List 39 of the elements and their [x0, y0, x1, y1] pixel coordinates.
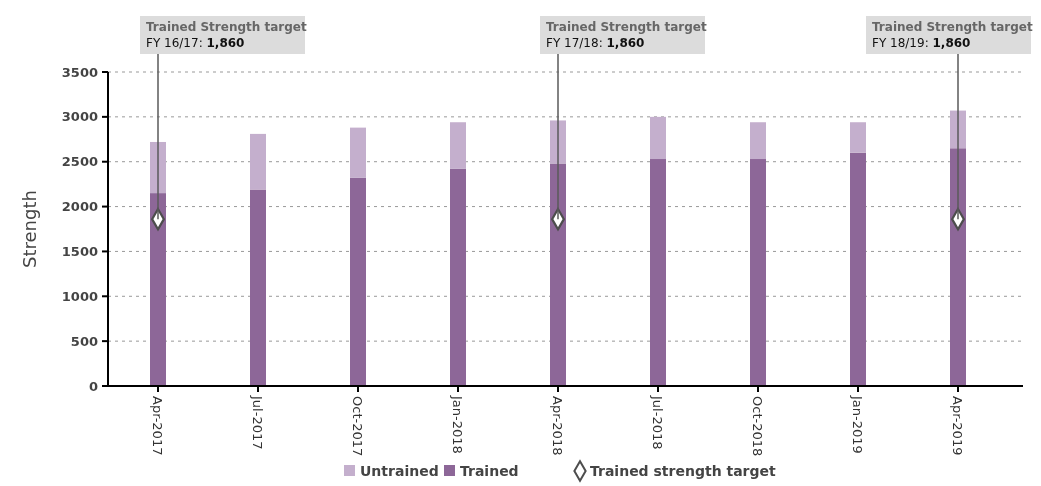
x-tick-label: Apr-2017 — [150, 396, 166, 456]
x-tick-label: Oct-2017 — [350, 396, 366, 457]
x-tick-label: Apr-2019 — [950, 396, 966, 456]
legend-label: Trained — [460, 463, 519, 479]
y-tick-label: 1500 — [61, 243, 98, 259]
bar — [450, 168, 466, 386]
y-tick-label: 2000 — [61, 199, 98, 215]
x-tick-label: Jul-2018 — [650, 395, 666, 450]
x-tick-label: Jan-2018 — [450, 395, 466, 454]
bar — [550, 163, 566, 386]
annotation: Trained Strength target FY 17/18: 1,860 — [546, 20, 707, 50]
bar — [250, 189, 266, 386]
bar — [350, 127, 366, 178]
y-tick-label: 3500 — [61, 64, 98, 80]
bar — [750, 159, 766, 386]
x-tick-label: Jan-2019 — [850, 395, 866, 454]
x-tick-label: Oct-2018 — [750, 396, 766, 457]
y-axis-title: Strength — [19, 190, 40, 268]
y-tick-label: 3000 — [61, 109, 98, 125]
annotation: Trained Strength target FY 16/17: 1,860 — [146, 20, 307, 50]
legend-label: Untrained — [360, 463, 439, 479]
y-tick-label: 500 — [70, 333, 98, 349]
x-tick-label: Apr-2018 — [550, 396, 566, 456]
bar — [650, 159, 666, 386]
bar — [250, 133, 266, 190]
bar — [750, 122, 766, 160]
annotation: Trained Strength target FY 18/19: 1,860 — [872, 20, 1033, 50]
bar — [850, 152, 866, 386]
bar — [150, 193, 166, 386]
bar — [850, 122, 866, 153]
x-tick-label: Jul-2017 — [250, 395, 266, 450]
bar — [950, 148, 966, 386]
y-tick-label: 1000 — [61, 288, 98, 304]
bar — [650, 116, 666, 160]
bar — [350, 177, 366, 386]
y-tick-label: 2500 — [61, 154, 98, 170]
bar — [450, 122, 466, 169]
y-tick-label: 0 — [88, 378, 98, 394]
legend-label: Trained strength target — [590, 463, 777, 479]
